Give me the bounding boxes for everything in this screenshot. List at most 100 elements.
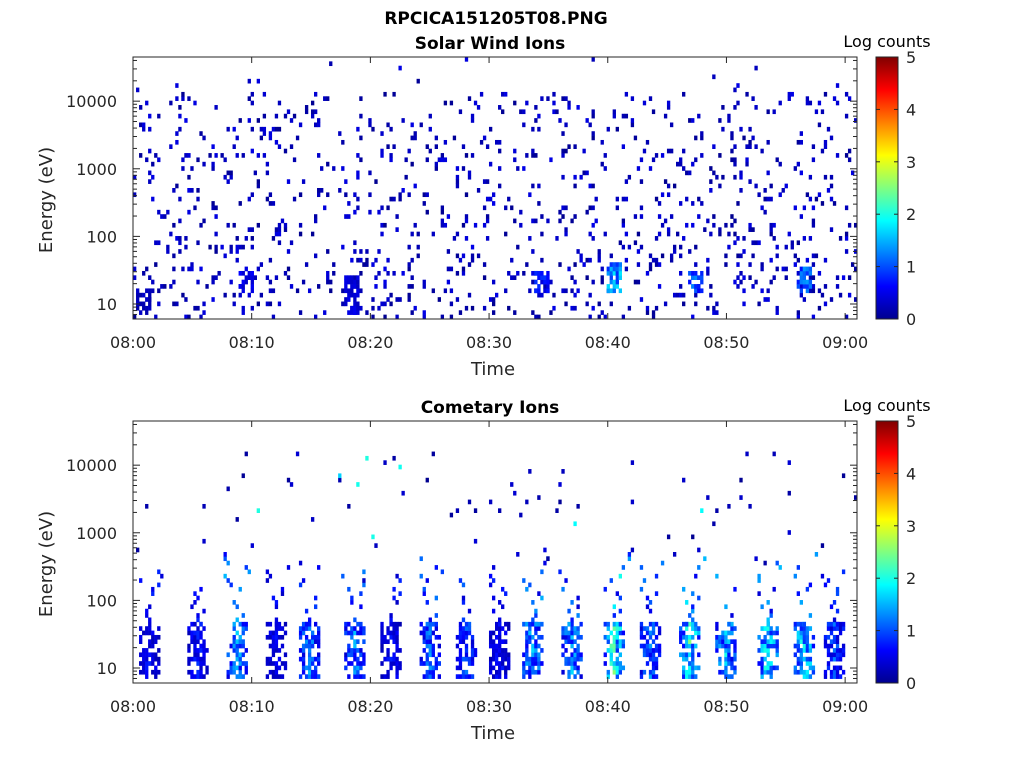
heatmap-cell	[832, 600, 837, 605]
heatmap-cell	[636, 262, 641, 267]
heatmap-cell	[697, 665, 701, 671]
heatmap-cell	[362, 656, 366, 662]
heatmap-cell	[455, 270, 460, 276]
heatmap-cell	[633, 240, 638, 246]
heatmap-cell	[709, 179, 713, 184]
heatmap-cell	[712, 521, 716, 527]
heatmap-cell	[265, 661, 270, 666]
heatmap-cell	[835, 652, 840, 658]
heatmap-cell	[570, 621, 574, 627]
heatmap-cell	[805, 288, 810, 294]
heatmap-cell	[615, 621, 619, 627]
heatmap-cell	[504, 669, 508, 675]
heatmap-cell	[766, 288, 770, 294]
heatmap-cell	[151, 656, 155, 662]
heatmap-cell	[817, 122, 822, 128]
heatmap-cell	[576, 288, 580, 294]
heatmap-cell	[434, 161, 438, 167]
heatmap-cell	[226, 486, 230, 492]
heatmap-cell	[407, 297, 411, 302]
heatmap-cell	[676, 231, 680, 237]
heatmap-cell	[172, 222, 176, 228]
heatmap-cell	[362, 652, 366, 658]
heatmap-cell	[832, 617, 837, 623]
heatmap-cell	[528, 674, 532, 679]
heatmap-cell	[805, 279, 810, 285]
heatmap-cell	[214, 205, 218, 211]
heatmap-cell	[286, 249, 291, 254]
heatmap-cell	[657, 284, 662, 289]
heatmap-cell	[380, 205, 384, 211]
heatmap-cell	[796, 139, 800, 145]
heatmap-cell	[688, 652, 692, 658]
heatmap-cell	[814, 109, 819, 115]
heatmap-cell	[606, 648, 610, 653]
heatmap-cell	[365, 310, 369, 315]
heatmap-cell	[606, 634, 610, 640]
heatmap-cell	[835, 284, 840, 289]
heatmap-cell	[694, 643, 698, 649]
heatmap-cell	[247, 118, 251, 123]
heatmap-cell	[353, 240, 357, 246]
heatmap-cell	[428, 652, 432, 658]
heatmap-cell	[787, 91, 791, 97]
heatmap-cell	[537, 183, 541, 189]
heatmap-cell	[799, 665, 803, 671]
heatmap-cell	[727, 643, 731, 649]
heatmap-cell	[745, 451, 749, 457]
heatmap-cell	[694, 270, 698, 276]
heatmap-cell	[458, 634, 463, 640]
heatmap-cell	[838, 665, 843, 671]
heatmap-cell	[148, 148, 152, 154]
heatmap-cell	[769, 634, 773, 640]
heatmap-cell	[682, 656, 686, 662]
heatmap-cell	[585, 257, 589, 263]
heatmap-cell	[304, 674, 309, 679]
heatmap-cell	[805, 674, 810, 679]
heatmap-cell	[657, 626, 662, 631]
heatmap-cell	[314, 604, 318, 610]
heatmap-cell	[769, 661, 773, 666]
heatmap-cell	[700, 270, 704, 276]
heatmap-cell	[422, 192, 426, 198]
heatmap-cell	[145, 100, 149, 106]
heatmap-cell	[232, 621, 236, 627]
heatmap-cell	[271, 674, 276, 679]
heatmap-cell	[383, 460, 387, 465]
heatmap-cell	[748, 144, 752, 149]
heatmap-cell	[491, 639, 496, 644]
heatmap-cell	[694, 284, 698, 289]
heatmap-cell	[682, 621, 686, 627]
heatmap-cell	[627, 305, 632, 311]
heatmap-cell	[262, 153, 267, 158]
heatmap-cell	[359, 626, 363, 631]
heatmap-cell	[769, 669, 773, 675]
heatmap-cell	[507, 621, 511, 627]
heatmap-cell	[847, 275, 852, 280]
heatmap-cell	[235, 236, 239, 241]
heatmap-cell	[193, 630, 197, 636]
heatmap-cell	[724, 253, 728, 259]
heatmap-cell	[235, 135, 239, 141]
heatmap-cell	[847, 222, 852, 228]
heatmap-cell	[353, 665, 357, 671]
heatmap-cell	[238, 118, 242, 123]
heatmap-cell	[534, 288, 538, 294]
heatmap-cell	[847, 157, 852, 163]
heatmap-cell	[504, 91, 508, 97]
heatmap-cell	[823, 639, 828, 644]
heatmap-cell	[238, 652, 242, 658]
heatmap-cell	[739, 253, 743, 259]
heatmap-cell	[832, 669, 837, 675]
heatmap-cell	[561, 630, 565, 636]
heatmap-cell	[766, 109, 770, 115]
heatmap-cell	[271, 639, 276, 644]
heatmap-cell	[356, 630, 360, 636]
heatmap-cell	[145, 305, 149, 311]
heatmap-cell	[663, 301, 668, 307]
heatmap-cell	[428, 630, 432, 636]
heatmap-cell	[223, 174, 227, 180]
heatmap-cell	[274, 275, 279, 280]
colorbar-tick-label: 4	[906, 100, 916, 119]
heatmap-cell	[148, 292, 152, 298]
